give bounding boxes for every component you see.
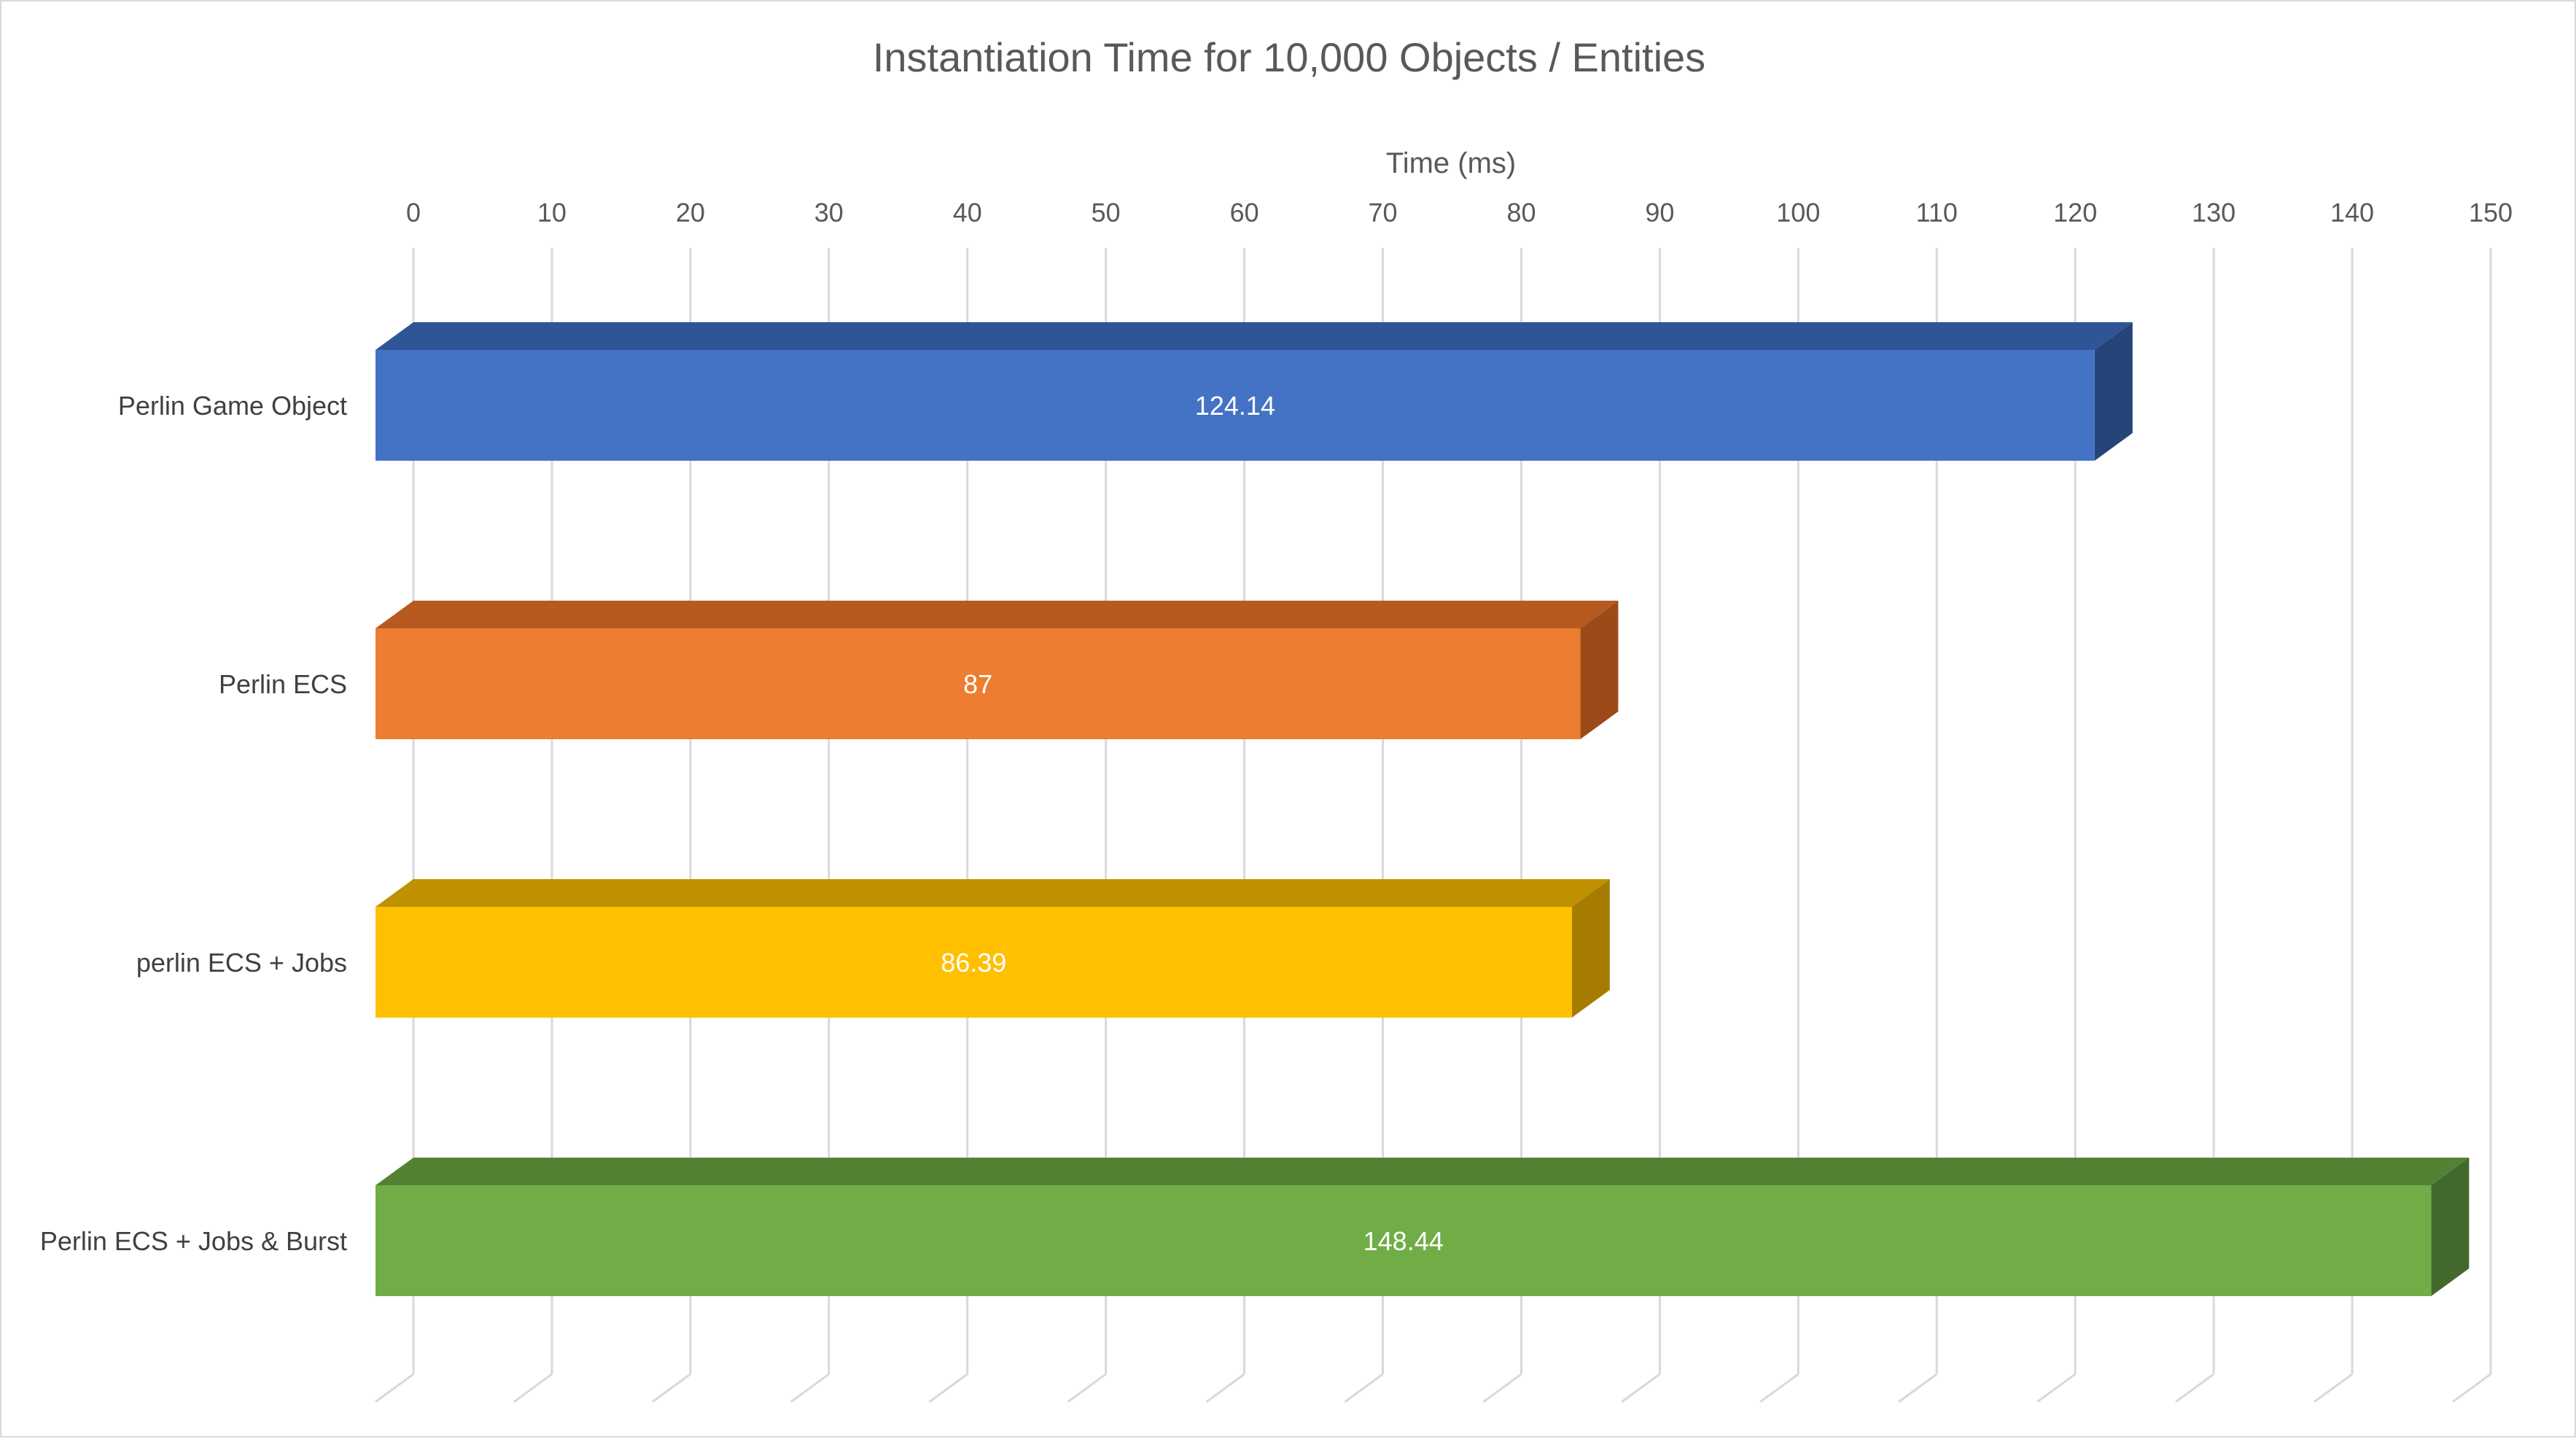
category-label: perlin ECS + Jobs: [136, 948, 347, 978]
floor-gridline: [1759, 1373, 1799, 1403]
x-tick-label: 110: [1916, 198, 1958, 227]
floor-gridline: [1067, 1373, 1107, 1403]
floor-gridline: [2036, 1373, 2077, 1403]
floor-gridline: [790, 1373, 830, 1403]
data-label: 87: [963, 669, 992, 699]
x-tick-label: 120: [2053, 198, 2097, 227]
bar: [375, 628, 1581, 739]
floor-gridline: [513, 1373, 553, 1403]
bar: [375, 1185, 2432, 1296]
bar-side-face: [2431, 1158, 2470, 1296]
x-tick-label: 0: [406, 198, 421, 227]
bar-side-face: [1571, 879, 1610, 1018]
floor-gridline: [1898, 1373, 1938, 1403]
bar-top-face: [375, 601, 1619, 628]
data-label: 124.14: [1195, 391, 1275, 421]
x-tick-label: 70: [1369, 198, 1398, 227]
floor-gridline: [2452, 1373, 2491, 1403]
bar: [375, 907, 1572, 1018]
x-tick-label: 140: [2330, 198, 2374, 227]
chart-title: Instantiation Time for 10,000 Objects / …: [873, 34, 1705, 80]
floor-gridline: [651, 1373, 691, 1403]
bar-top-face: [375, 322, 2133, 350]
floor-gridline: [375, 1373, 414, 1403]
floor-gridline: [1344, 1373, 1384, 1403]
category-label: Perlin ECS: [219, 669, 347, 699]
x-tick-label: 100: [1776, 198, 1820, 227]
x-tick-label: 80: [1506, 198, 1536, 227]
floor-gridline: [1482, 1373, 1522, 1403]
x-tick-label: 40: [953, 198, 982, 227]
x-tick-label: 130: [2192, 198, 2235, 227]
bar-top-face: [375, 879, 1610, 907]
bar: [375, 350, 2095, 461]
bar-side-face: [1580, 601, 1619, 739]
x-tick-label: 30: [814, 198, 844, 227]
x-tick-label: 60: [1230, 198, 1259, 227]
data-label: 86.39: [941, 948, 1006, 978]
category-label: Perlin ECS + Jobs & Burst: [40, 1226, 347, 1256]
bars: [375, 322, 2470, 1296]
x-tick-label: 90: [1645, 198, 1674, 227]
x-tick-label: 20: [676, 198, 705, 227]
floor-gridline: [2175, 1373, 2215, 1403]
x-tick-label: 10: [537, 198, 567, 227]
floor-gridline: [1205, 1373, 1245, 1403]
floor-gridline: [928, 1373, 968, 1403]
y-axis-category-labels: Perlin Game Object Perlin ECS perlin ECS +…: [40, 391, 347, 1256]
x-tick-label: 50: [1092, 198, 1121, 227]
x-axis-tick-labels: 0 10 20 30 40 50 60 70 80 90 100 110 120 130 140 150: [406, 198, 2513, 227]
floor-gridline: [2314, 1373, 2353, 1403]
data-labels: 124.14 87 86.39 148.44: [941, 391, 1443, 1256]
bar-side-face: [2094, 322, 2133, 461]
data-label: 148.44: [1363, 1226, 1444, 1256]
floor-gridline: [1621, 1373, 1661, 1403]
x-tick-label: 150: [2469, 198, 2513, 227]
bar-top-face: [375, 1158, 2470, 1185]
x-axis-title: Time (ms): [1386, 147, 1516, 179]
category-label: Perlin Game Object: [118, 391, 347, 421]
